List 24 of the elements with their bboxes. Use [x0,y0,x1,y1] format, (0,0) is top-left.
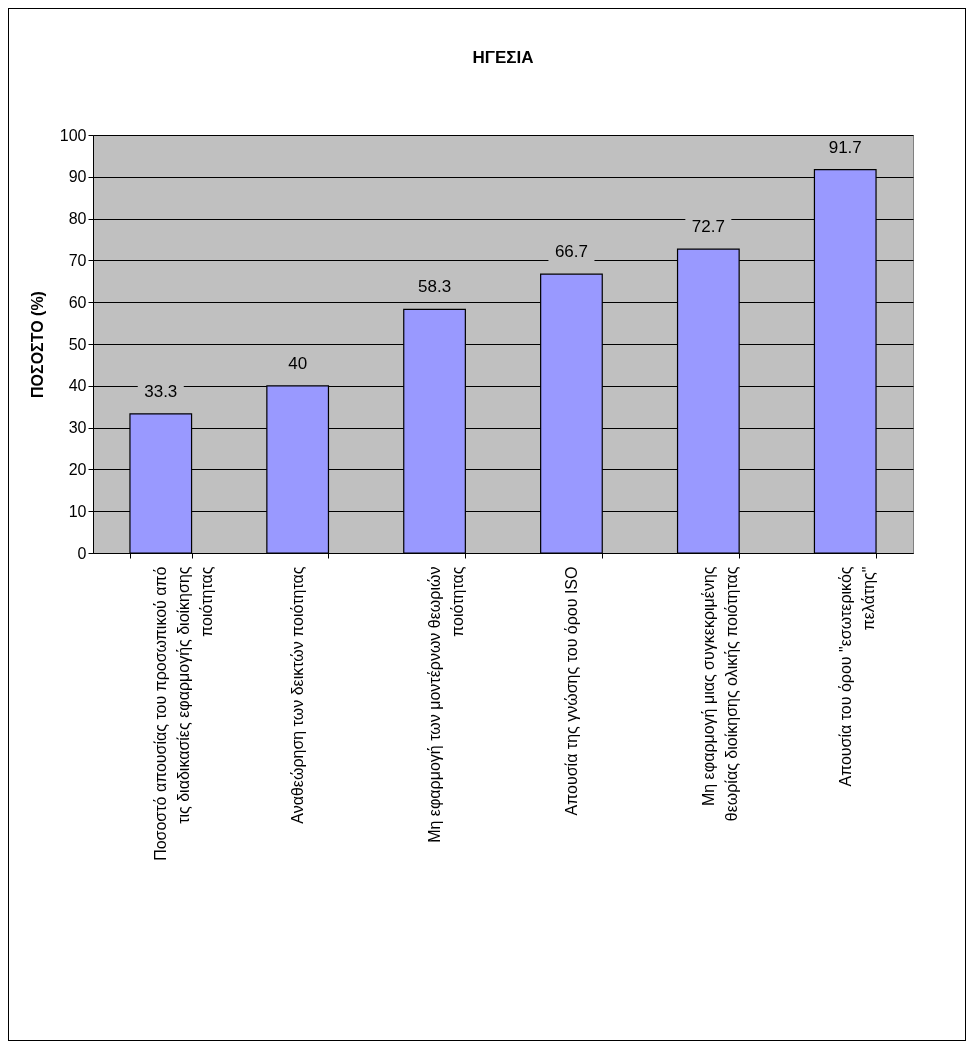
data-label: 58.3 [418,277,452,297]
x-tick-label: Απουσία του όρου "εσωτερικός πελάτης" [836,566,877,787]
y-tick-label: 90 [68,168,87,186]
y-tick-label: 60 [68,293,87,311]
x-tick-label: Αναθεώρηση των δεικτών ποιότητας [289,566,307,824]
y-axis-title: ΠΟΣΟΣΤΟ (%) [28,291,46,398]
x-tick-label: Μη εφαρμογή των μοντέρνων θεωριών ποιότητας [426,566,467,843]
data-label: 72.7 [691,217,725,237]
y-tick-label: 0 [77,544,87,562]
y-tick-label: 70 [68,251,87,269]
y-tick-label: 20 [68,460,87,478]
y-tick-label: 30 [68,419,87,437]
data-label: 66.7 [554,242,588,262]
chart-title: ΗΓΕΣΙΑ [472,48,534,67]
data-label: 33.3 [144,381,178,401]
x-tick-label: Απουσία της γνώσης του όρου ISO [562,566,580,816]
x-tick-label: Ποσοστό απουσίας του προσωπικού από τις διαδικασίες εφαρμογής διοίκησης ποιότητας [152,566,216,861]
y-tick-label: 50 [68,335,87,353]
data-label: 91.7 [828,137,862,157]
y-tick-label: 80 [68,210,87,228]
y-tick-label: 100 [59,126,87,144]
data-label: 40 [288,353,308,373]
y-tick-label: 10 [68,502,87,520]
y-tick-label: 40 [68,377,87,395]
